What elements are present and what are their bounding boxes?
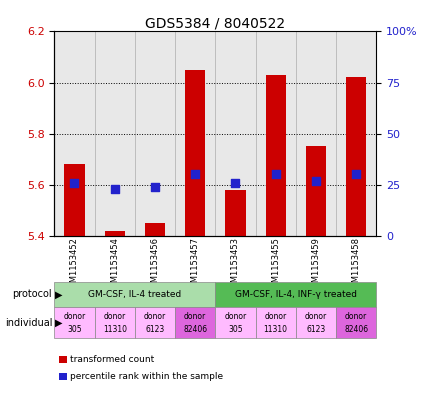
Text: donor: donor — [304, 312, 326, 321]
Text: donor: donor — [224, 312, 246, 321]
Bar — [64, 164, 84, 236]
Text: ▶: ▶ — [55, 289, 62, 299]
Bar — [335, 31, 375, 236]
Bar — [255, 31, 295, 236]
Bar — [135, 31, 174, 236]
Bar — [54, 31, 95, 236]
Bar — [295, 31, 335, 236]
Text: donor: donor — [63, 312, 85, 321]
Text: 82406: 82406 — [343, 325, 367, 334]
Text: percentile rank within the sample: percentile rank within the sample — [70, 372, 223, 380]
Text: donor: donor — [264, 312, 286, 321]
Text: transformed count: transformed count — [70, 355, 154, 364]
Text: GM-CSF, IL-4 treated: GM-CSF, IL-4 treated — [88, 290, 181, 299]
Bar — [265, 75, 285, 236]
Point — [191, 171, 198, 178]
Text: ▶: ▶ — [55, 318, 62, 328]
Bar — [95, 31, 135, 236]
Text: donor: donor — [184, 312, 206, 321]
Text: 6123: 6123 — [145, 325, 164, 334]
Bar — [215, 31, 255, 236]
Text: donor: donor — [103, 312, 125, 321]
Point — [71, 180, 78, 186]
Title: GDS5384 / 8040522: GDS5384 / 8040522 — [145, 16, 285, 30]
Text: 11310: 11310 — [102, 325, 126, 334]
Text: 305: 305 — [67, 325, 82, 334]
Bar — [185, 70, 205, 236]
Text: individual: individual — [5, 318, 52, 328]
Text: GM-CSF, IL-4, INF-γ treated: GM-CSF, IL-4, INF-γ treated — [234, 290, 356, 299]
Point — [312, 178, 319, 184]
Text: 11310: 11310 — [263, 325, 287, 334]
Point — [111, 185, 118, 192]
Point — [151, 184, 158, 190]
Point — [272, 171, 279, 178]
Bar — [145, 223, 164, 236]
Text: 305: 305 — [227, 325, 242, 334]
Bar — [345, 77, 365, 236]
Point — [352, 171, 359, 178]
Bar — [174, 31, 215, 236]
Text: donor: donor — [144, 312, 166, 321]
Text: protocol: protocol — [13, 289, 52, 299]
Text: 6123: 6123 — [306, 325, 325, 334]
Point — [231, 180, 238, 186]
Text: 82406: 82406 — [183, 325, 207, 334]
Bar — [305, 146, 325, 236]
Bar — [105, 231, 125, 236]
Bar — [225, 190, 245, 236]
Text: donor: donor — [344, 312, 366, 321]
